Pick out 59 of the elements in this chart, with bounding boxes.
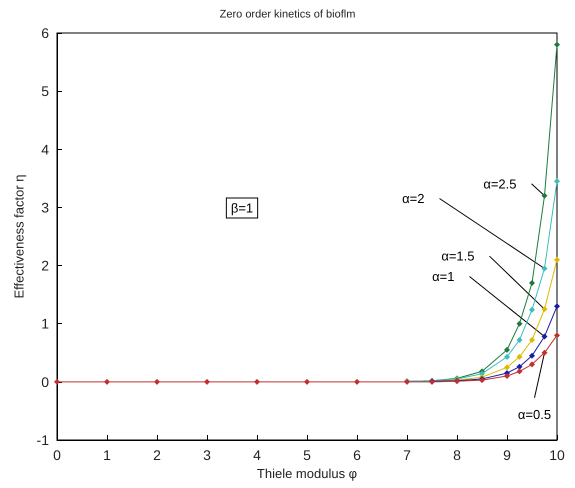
text: α=2 — [402, 190, 424, 206]
point — [554, 178, 560, 184]
x-tick-label: 1 — [103, 447, 112, 463]
point — [504, 354, 510, 360]
point — [554, 256, 560, 263]
point — [504, 373, 510, 380]
point — [542, 334, 548, 340]
x-tick-label: 8 — [453, 447, 462, 463]
y-tick-label: 6 — [41, 25, 50, 41]
point — [554, 303, 560, 310]
text: α=1.5 — [441, 248, 474, 264]
x-tick-label: 6 — [353, 447, 362, 463]
text: α=1 — [432, 269, 454, 284]
point — [529, 361, 535, 368]
series-label: α=2.5 — [483, 176, 516, 192]
point — [516, 364, 522, 370]
x-tick-label: 2 — [153, 447, 162, 463]
point — [504, 346, 510, 353]
point — [354, 378, 360, 385]
point — [529, 336, 535, 343]
point — [542, 265, 548, 272]
point — [104, 378, 110, 385]
point — [304, 378, 310, 385]
chart-title: Zero order kinetics of bioflm — [220, 8, 356, 20]
x-tick-label: 4 — [253, 447, 262, 463]
point — [554, 42, 560, 48]
y-tick-label: 0 — [41, 374, 50, 390]
point — [504, 364, 510, 370]
point — [516, 368, 522, 374]
y-tick-label: 3 — [41, 199, 50, 216]
point — [254, 378, 260, 385]
x-tick-label: 0 — [53, 447, 62, 463]
text: α=0.5 — [518, 406, 552, 422]
x-axis-title: Thiele modulus φ — [256, 466, 358, 481]
y-tick-label: 4 — [41, 141, 50, 158]
y-tick-label: 2 — [41, 258, 50, 274]
point — [204, 378, 210, 385]
point — [154, 378, 160, 385]
point — [529, 352, 535, 359]
annotation: β=1 — [230, 200, 254, 216]
point — [516, 354, 522, 360]
point — [529, 306, 535, 313]
y-axis-title: Effectiveness factor η — [12, 174, 27, 299]
point — [542, 350, 548, 356]
point — [542, 192, 548, 199]
x-tick-label: 9 — [503, 447, 512, 463]
y-tick-label: 5 — [41, 83, 50, 100]
x-tick-label: 3 — [203, 447, 212, 463]
point — [529, 280, 535, 286]
point — [54, 378, 60, 385]
point — [542, 306, 548, 312]
point — [516, 320, 522, 327]
y-tick-label: 1 — [41, 316, 50, 332]
x-tick-label: 5 — [303, 447, 312, 463]
point — [554, 332, 560, 338]
point — [516, 336, 522, 343]
x-tick-label: 7 — [403, 447, 412, 463]
x-tick-label: 10 — [549, 447, 565, 463]
y-tick-label: -1 — [36, 432, 50, 448]
